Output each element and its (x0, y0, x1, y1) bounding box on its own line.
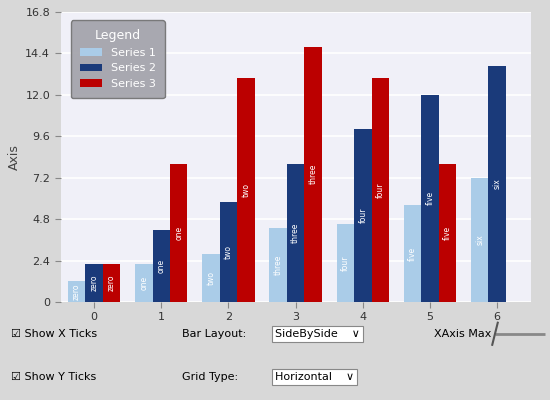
Text: four: four (376, 182, 385, 198)
Text: four: four (358, 208, 367, 224)
Text: one: one (157, 259, 166, 273)
Text: five: five (408, 247, 417, 261)
Text: zero: zero (107, 275, 116, 291)
Bar (237, 78, 255, 302)
Bar (270, 228, 287, 302)
Text: six: six (475, 234, 484, 245)
Bar (287, 164, 304, 302)
Legend: Series 1, Series 2, Series 3: Series 1, Series 2, Series 3 (71, 20, 164, 98)
Bar (372, 78, 389, 302)
Bar (219, 202, 237, 302)
Text: three: three (274, 255, 283, 275)
Bar (85, 264, 103, 302)
Bar (135, 264, 152, 302)
Bar (103, 264, 120, 302)
Text: three: three (291, 223, 300, 243)
Bar (68, 281, 85, 302)
Text: two: two (241, 183, 250, 197)
Text: four: four (341, 256, 350, 271)
Bar (439, 164, 456, 302)
Bar (152, 230, 170, 302)
Text: ☑ Show Y Ticks: ☑ Show Y Ticks (11, 372, 96, 382)
X-axis label: Axis: Axis (283, 326, 309, 340)
Text: one: one (139, 276, 148, 290)
Bar (471, 178, 488, 302)
Text: one: one (174, 226, 183, 240)
Text: zero: zero (72, 283, 81, 300)
Bar (421, 95, 439, 302)
Bar (202, 254, 219, 302)
Text: six: six (493, 178, 502, 189)
Text: two: two (224, 245, 233, 259)
Text: Grid Type:: Grid Type: (182, 372, 238, 382)
Bar (304, 46, 322, 302)
Text: five: five (426, 191, 434, 206)
Bar (170, 164, 188, 302)
Text: ☑ Show X Ticks: ☑ Show X Ticks (11, 329, 97, 339)
Y-axis label: Axis: Axis (8, 144, 21, 170)
Bar (337, 224, 354, 302)
Text: five: five (443, 226, 452, 240)
Text: SideBySide    ∨: SideBySide ∨ (275, 329, 360, 339)
Bar (354, 129, 372, 302)
Text: Bar Layout:: Bar Layout: (182, 329, 246, 339)
Bar (404, 205, 421, 302)
Bar (488, 66, 506, 302)
Text: two: two (206, 271, 216, 285)
Text: Horizontal    ∨: Horizontal ∨ (275, 372, 354, 382)
Text: XAxis Max: XAxis Max (434, 329, 492, 339)
Text: zero: zero (90, 275, 98, 291)
Text: three: three (309, 164, 317, 184)
